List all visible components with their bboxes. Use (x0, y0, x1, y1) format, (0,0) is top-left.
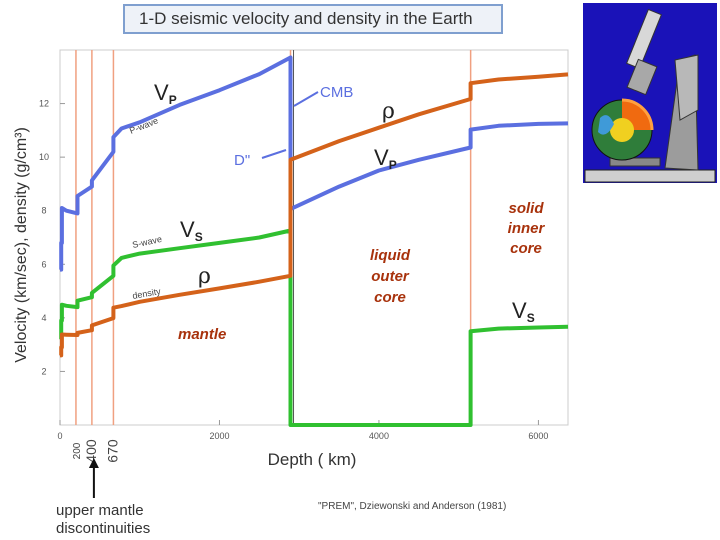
microscope-earth-icon (580, 0, 720, 185)
upper-mantle-line-1: upper mantle (56, 502, 144, 519)
region-label-inner-core: solid (508, 200, 544, 217)
label-vp-core: VP (374, 145, 397, 172)
label-vp-mantle: VP (154, 80, 177, 107)
label-vs-inner-core: VS (512, 298, 535, 325)
discontinuity-depth-label: 670 (104, 439, 120, 463)
y-tick-label: 6 (41, 259, 46, 269)
label-density: density (132, 286, 162, 301)
citation: "PREM", Dziewonski and Anderson (1981) (318, 501, 507, 512)
y-axis-title: Velocity (km/sec), density (g/cm³) (13, 127, 30, 363)
region-label-outer-core: outer (371, 268, 410, 285)
discontinuity-depth-label: 400 (83, 439, 99, 463)
annotation-cmb-pointer (293, 91, 319, 107)
x-tick-label: 0 (57, 431, 62, 441)
series-line-density (59, 72, 569, 358)
y-tick-label: 2 (41, 366, 46, 376)
x-tick-label: 2000 (209, 431, 229, 441)
chart-area: 0 2000 4000 6000 2 4 6 8 10 12 200 400 670 Depth ( km… (13, 49, 569, 498)
series-line-vp (59, 55, 569, 272)
upper-mantle-line-2: discontinuities (56, 520, 151, 537)
annotation-dpp-pointer (261, 149, 287, 159)
chart-title: 1-D seismic velocity and density in the … (123, 4, 503, 34)
y-tick-label: 4 (41, 313, 46, 323)
region-label-outer-core: core (374, 289, 406, 306)
region-label-inner-core: inner (508, 220, 546, 237)
x-axis-title: Depth ( km) (268, 450, 357, 469)
plot-frame (59, 49, 569, 426)
region-label-outer-core: liquid (370, 247, 411, 264)
annotation-cmb: CMB (320, 84, 353, 101)
x-tick-label: 6000 (528, 431, 548, 441)
upper-mantle-label: upper mantle discontinuities (56, 502, 150, 538)
label-rho-mantle: ρ (198, 264, 211, 289)
y-tick-label: 12 (39, 99, 49, 109)
label-vs-mantle: VS (180, 217, 203, 244)
region-label-mantle: mantle (178, 326, 226, 343)
region-label-inner-core: core (510, 240, 542, 257)
y-tick-label: 8 (41, 206, 46, 216)
y-tick-label: 10 (39, 152, 49, 162)
x-tick-label: 4000 (369, 431, 389, 441)
annotation-dpp: D" (234, 152, 250, 169)
label-rho-core: ρ (382, 99, 395, 124)
series-line-vs (59, 228, 569, 427)
discontinuity-depth-label: 200 (72, 442, 83, 459)
upper-mantle-arrowhead (88, 458, 99, 468)
